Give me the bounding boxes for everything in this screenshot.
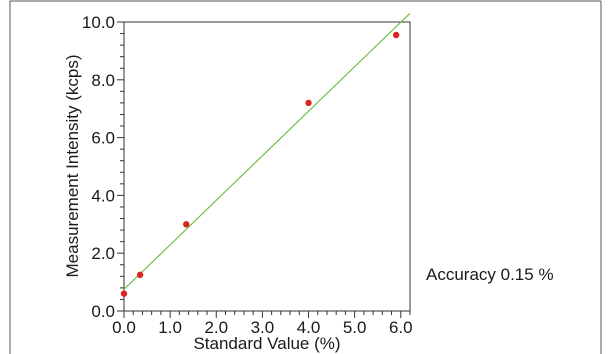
y-tick-label: 8.0: [91, 71, 115, 90]
x-tick-label: 0.0: [112, 318, 136, 337]
data-points: [120, 31, 400, 297]
data-point: [136, 271, 144, 279]
x-tick-label: 4.0: [297, 318, 321, 337]
x-tick-label: 3.0: [251, 318, 275, 337]
data-point: [305, 99, 312, 107]
x-tick-label: 1.0: [158, 318, 182, 337]
y-tick-label: 2.0: [91, 244, 115, 263]
data-point: [392, 31, 400, 39]
axis-ticks: [117, 21, 411, 318]
y-tick-label: 6.0: [91, 129, 115, 148]
y-tick-labels: 0.0 2.0 4.0 6.0 8.0 10.0: [82, 13, 115, 321]
x-tick-labels: 0.0 1.0 2.0 3.0 4.0 5.0 6.0: [112, 318, 412, 337]
fit-line-group: [123, 12, 411, 290]
plot-area: 0.0 1.0 2.0 3.0 4.0 5.0 6.0 0.0 2.0 4.0 6.0 8.0 10.…: [82, 12, 413, 337]
fit-line: [123, 12, 411, 290]
y-axis-label: Measurement Intensity (kcps): [63, 55, 82, 278]
x-tick-label: 5.0: [343, 318, 367, 337]
x-tick-label: 6.0: [389, 318, 413, 337]
y-tick-label: 0.0: [91, 302, 115, 321]
y-tick-label: 4.0: [91, 186, 115, 205]
x-axis-label: Standard Value (%): [193, 334, 340, 353]
y-tick-label: 10.0: [82, 13, 115, 32]
data-point: [183, 221, 190, 228]
accuracy-annotation: Accuracy 0.15 %: [426, 265, 554, 284]
x-tick-label: 2.0: [204, 318, 228, 337]
plot-border: [123, 21, 411, 312]
data-point: [120, 290, 128, 297]
